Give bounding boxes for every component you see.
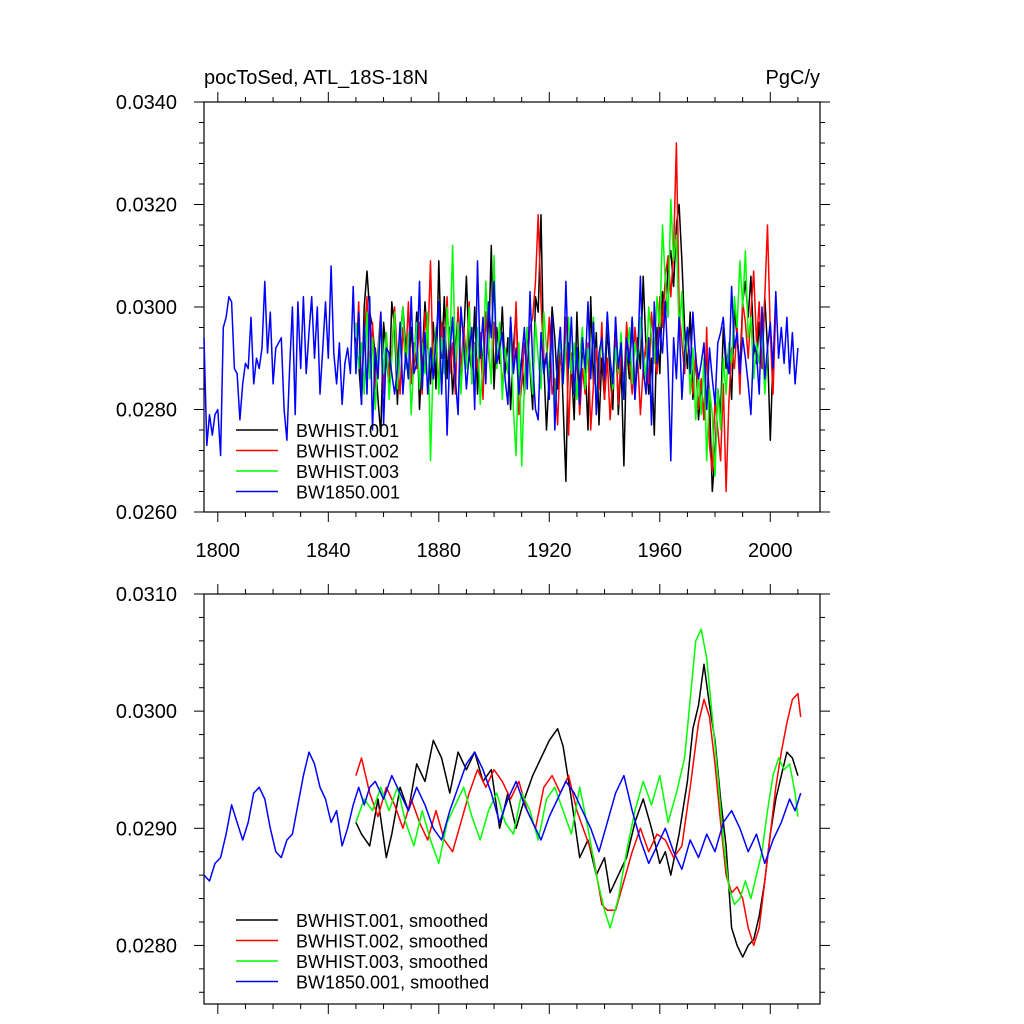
y-tick-label: 0.0280 [116, 935, 177, 957]
y-tick-label: 0.0340 [116, 92, 177, 114]
y-tick-label: 0.0320 [116, 195, 177, 217]
y-tick-label: 0.0280 [116, 400, 177, 422]
series-line [355, 628, 799, 929]
y-tick-label: 0.0310 [116, 584, 177, 606]
series-line [203, 751, 802, 882]
x-tick-label: 1840 [306, 540, 351, 562]
top-panel-plot: 1800 1840 1880 1920 1960 2000 0.0260 0.0280 0.03… [116, 92, 830, 562]
legend-label: BWHIST.003 [296, 462, 399, 482]
x-tick-label: 1800 [196, 540, 241, 562]
x-tick-label: 1880 [417, 540, 462, 562]
y-tick-label: 0.0260 [116, 502, 177, 524]
series-line [203, 260, 799, 462]
plot-frame [203, 593, 821, 1005]
legend-label: BWHIST.002, smoothed [296, 932, 488, 952]
series-line [355, 663, 799, 958]
legend-label: BW1850.001, smoothed [296, 973, 489, 993]
top-panel-units: PgC/y [766, 67, 820, 89]
series-line [355, 142, 777, 493]
top-panel-title: pocToSed, ATL_18S-18N [204, 67, 428, 89]
y-tick-label: 0.0300 [116, 701, 177, 723]
x-tick-label: 1960 [638, 540, 683, 562]
y-tick-label: 0.0290 [116, 818, 177, 840]
legend-label: BWHIST.001 [296, 421, 399, 441]
x-tick-label: 1920 [527, 540, 572, 562]
x-tick-label: 2000 [748, 540, 793, 562]
bottom-panel-plot: 0.0280 0.0290 0.0300 0.0310 BWHIST.001, smoo… [116, 584, 830, 1014]
legend-label: BWHIST.001, smoothed [296, 911, 488, 931]
legend-label: BW1850.001 [296, 483, 400, 503]
legend-label: BWHIST.002 [296, 442, 399, 462]
y-tick-label: 0.0300 [116, 297, 177, 319]
legend-label: BWHIST.003, smoothed [296, 952, 488, 972]
